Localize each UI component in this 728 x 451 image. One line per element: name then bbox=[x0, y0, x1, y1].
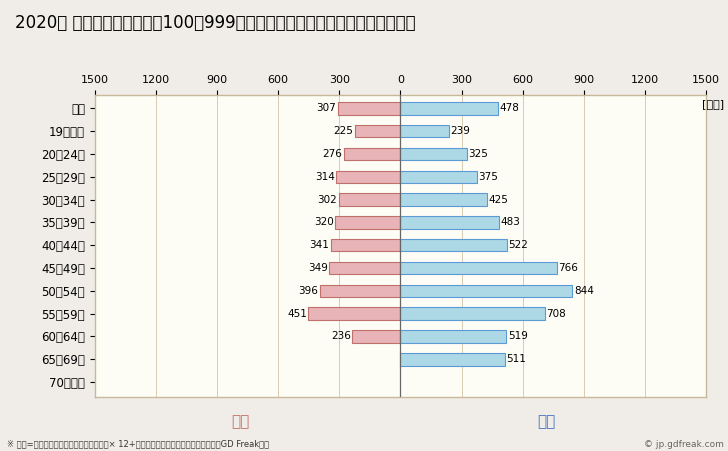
Text: 375: 375 bbox=[478, 172, 499, 182]
Text: 519: 519 bbox=[508, 331, 528, 341]
Bar bbox=[335, 216, 400, 229]
Bar bbox=[400, 285, 572, 297]
Text: 239: 239 bbox=[451, 126, 470, 136]
Bar bbox=[400, 353, 505, 365]
Text: 341: 341 bbox=[309, 240, 329, 250]
Bar bbox=[338, 102, 400, 115]
Bar bbox=[400, 193, 487, 206]
Bar bbox=[400, 330, 506, 343]
Text: 2020年 民間企業（従業者数100～999人）フルタイム労働者の男女別平均年収: 2020年 民間企業（従業者数100～999人）フルタイム労働者の男女別平均年収 bbox=[15, 14, 415, 32]
Text: 225: 225 bbox=[333, 126, 353, 136]
Text: 522: 522 bbox=[508, 240, 529, 250]
Text: 男性: 男性 bbox=[537, 414, 555, 429]
Text: 451: 451 bbox=[287, 308, 306, 319]
Text: 302: 302 bbox=[317, 195, 337, 205]
Text: © jp.gdfreak.com: © jp.gdfreak.com bbox=[644, 440, 724, 449]
Bar bbox=[352, 330, 400, 343]
Bar bbox=[400, 170, 477, 183]
Text: 478: 478 bbox=[499, 103, 519, 113]
Text: ※ 年収=「きまって支給する現金給与額」× 12+「年間賞与その他特別給与額」としてGD Freak推計: ※ 年収=「きまって支給する現金給与額」× 12+「年間賞与その他特別給与額」と… bbox=[7, 440, 269, 449]
Text: 425: 425 bbox=[488, 195, 509, 205]
Text: 320: 320 bbox=[314, 217, 333, 227]
Bar bbox=[400, 239, 507, 252]
Bar bbox=[344, 148, 400, 160]
Bar bbox=[355, 125, 400, 138]
Bar bbox=[400, 262, 556, 274]
Text: 511: 511 bbox=[506, 354, 526, 364]
Text: 325: 325 bbox=[468, 149, 488, 159]
Text: 307: 307 bbox=[317, 103, 336, 113]
Bar bbox=[400, 308, 545, 320]
Bar bbox=[400, 216, 499, 229]
Bar bbox=[320, 285, 400, 297]
Bar bbox=[329, 262, 400, 274]
Text: 236: 236 bbox=[331, 331, 351, 341]
Bar bbox=[400, 125, 449, 138]
Bar bbox=[339, 193, 400, 206]
Text: 844: 844 bbox=[574, 286, 594, 296]
Bar bbox=[400, 148, 467, 160]
Bar bbox=[331, 239, 400, 252]
Bar bbox=[400, 102, 498, 115]
Bar bbox=[309, 308, 400, 320]
Text: 314: 314 bbox=[315, 172, 335, 182]
Text: 女性: 女性 bbox=[231, 414, 250, 429]
Bar bbox=[336, 170, 400, 183]
Text: [万円]: [万円] bbox=[703, 99, 724, 109]
Text: 396: 396 bbox=[298, 286, 318, 296]
Text: 483: 483 bbox=[500, 217, 521, 227]
Text: 276: 276 bbox=[323, 149, 342, 159]
Text: 708: 708 bbox=[546, 308, 566, 319]
Text: 349: 349 bbox=[308, 263, 328, 273]
Text: 766: 766 bbox=[558, 263, 578, 273]
